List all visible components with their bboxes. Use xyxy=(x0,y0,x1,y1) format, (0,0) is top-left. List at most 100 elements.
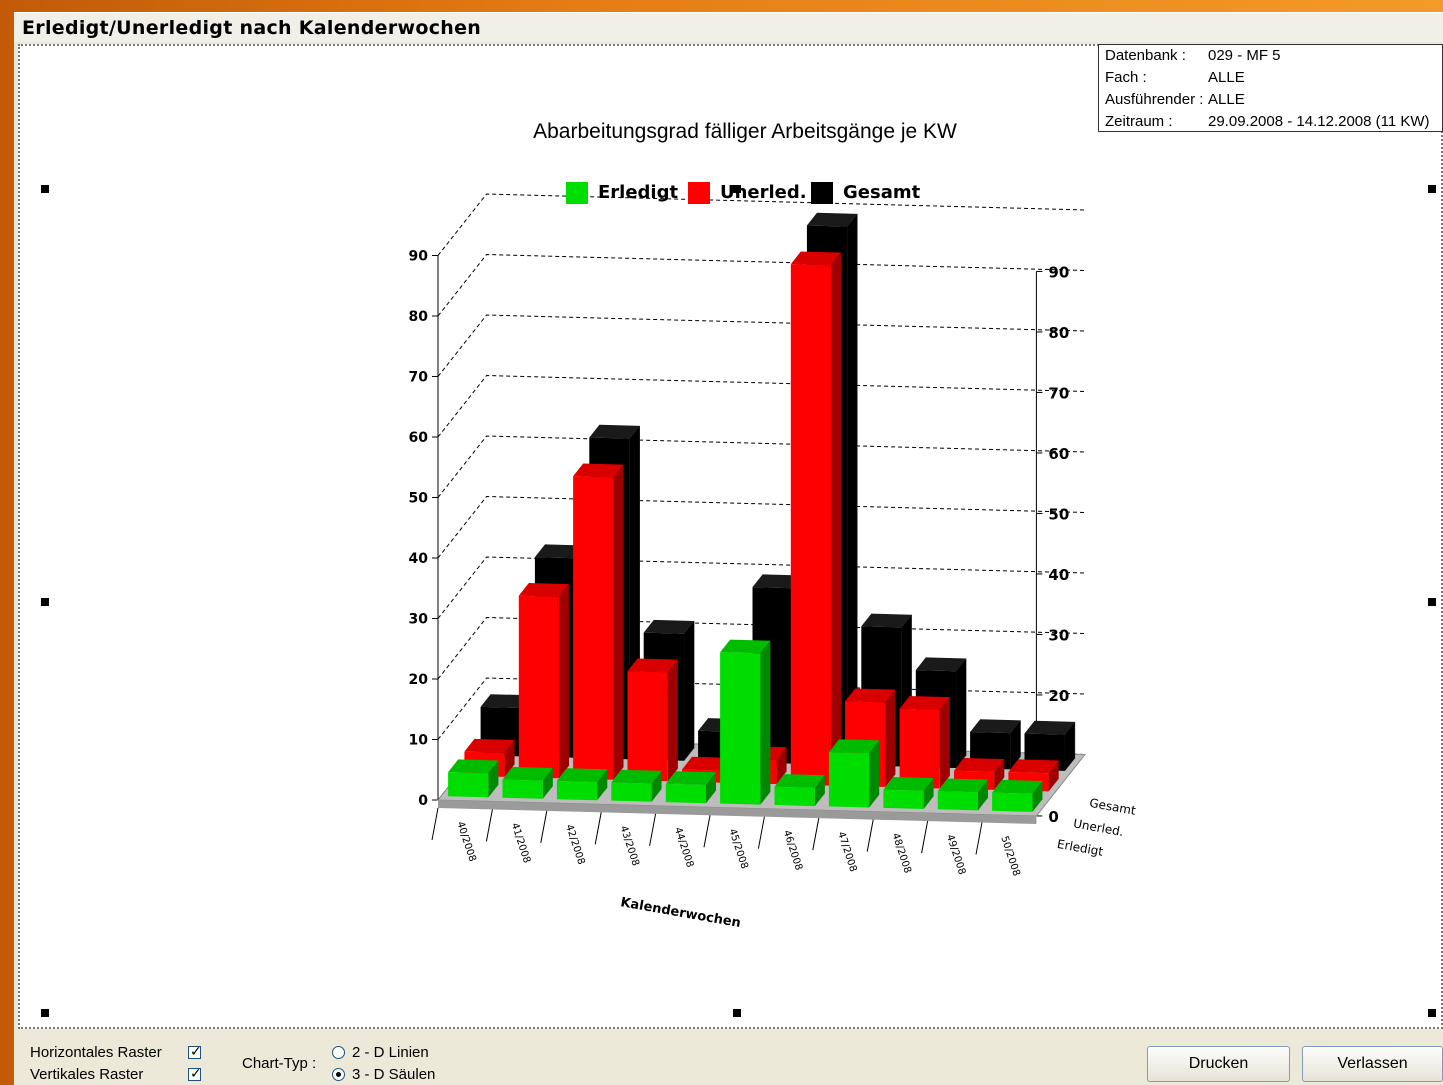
bar-side xyxy=(814,775,825,807)
bar-top xyxy=(970,719,1021,734)
control-bar: Horizontales Raster ✓ Vertikales Raster … xyxy=(14,1032,1443,1085)
chart-3d-bars: 0010102020303040405050606070708080909040… xyxy=(409,193,1137,931)
bar xyxy=(448,772,489,798)
y-tick-label-right: 50 xyxy=(1048,505,1069,523)
bar-side xyxy=(760,640,771,805)
chart-type-radio-2d-lines[interactable] xyxy=(332,1046,345,1059)
info-key: Datenbank : xyxy=(1105,47,1186,64)
resize-handle-tc[interactable] xyxy=(733,185,741,193)
legend-swatch-gesamt xyxy=(811,182,833,204)
bar xyxy=(899,708,940,789)
bar-top xyxy=(828,739,880,754)
bar-top xyxy=(502,766,553,781)
y-tick-label-right: 40 xyxy=(1048,566,1069,584)
info-value: 29.09.2008 - 14.12.2008 (11 KW) xyxy=(1208,113,1430,130)
bar-top xyxy=(589,424,640,439)
bar-top xyxy=(448,759,499,774)
bar-side xyxy=(869,740,880,808)
bar-top xyxy=(992,779,1043,794)
bar-side xyxy=(667,659,678,782)
main-window: 0010102020303040405050606070708080909040… xyxy=(14,42,1443,1085)
y-tick-label-left: 10 xyxy=(409,733,429,749)
depth-label: Gesamt xyxy=(1088,796,1137,818)
bar-side xyxy=(597,769,608,801)
y-tick-label-left: 50 xyxy=(409,491,429,507)
legend-swatch-erledigt xyxy=(566,182,588,204)
bar-side xyxy=(683,620,695,762)
horizontal-grid-label: Horizontales Raster xyxy=(30,1044,162,1061)
bar-side xyxy=(488,760,499,798)
resize-handle-tr[interactable] xyxy=(1428,185,1436,193)
y-tick-label-left: 0 xyxy=(418,793,428,809)
legend-label-unerledigt: Unerled. xyxy=(720,182,807,203)
bar-top xyxy=(573,463,624,478)
bar-top xyxy=(954,758,1005,772)
bar-side xyxy=(651,770,662,802)
check-icon: ✓ xyxy=(190,1065,202,1081)
y-tick-label-right: 70 xyxy=(1048,384,1069,402)
x-tick-label: 47/2008 xyxy=(835,830,858,873)
gridline xyxy=(437,556,1086,619)
gridline xyxy=(437,374,1086,438)
x-tick-label: 50/2008 xyxy=(998,835,1021,878)
info-box: Datenbank : 029 - MF 5 Fach : ALLE Ausfü… xyxy=(1098,44,1443,132)
bar xyxy=(937,791,978,811)
info-key: Zeitraum : xyxy=(1105,113,1173,130)
x-tick-label: 46/2008 xyxy=(781,829,804,872)
y-tick-label-left: 90 xyxy=(409,249,429,265)
info-value: 029 - MF 5 xyxy=(1208,47,1281,64)
resize-handle-mr[interactable] xyxy=(1428,598,1436,606)
x-tick xyxy=(921,820,929,854)
legend-label-gesamt: Gesamt xyxy=(843,182,921,203)
print-button[interactable]: Drucken xyxy=(1147,1046,1290,1082)
bar-side xyxy=(504,740,515,777)
chart-type-label: Chart-Typ : xyxy=(242,1055,317,1072)
bar-top xyxy=(937,778,988,793)
bar xyxy=(774,786,815,807)
bar-top xyxy=(1024,720,1075,735)
x-tick xyxy=(812,818,820,851)
bar-top xyxy=(611,769,662,784)
x-axis-title: Kalenderwochen xyxy=(619,895,742,931)
resize-handle-ml[interactable] xyxy=(41,598,49,606)
resize-handle-tl[interactable] xyxy=(41,185,49,193)
bar-top xyxy=(1008,759,1059,774)
vertical-grid-checkbox[interactable]: ✓ xyxy=(188,1065,202,1081)
bar-top xyxy=(534,544,586,559)
x-tick-label: 44/2008 xyxy=(672,826,695,869)
gridline xyxy=(437,253,1086,317)
x-tick-label: 43/2008 xyxy=(618,825,641,868)
bar-top xyxy=(665,771,716,785)
depth-label: Unerled. xyxy=(1072,816,1125,839)
bar xyxy=(556,781,598,801)
chart-floor-edge xyxy=(438,800,1037,824)
bar-side xyxy=(559,584,569,779)
bar-top xyxy=(790,251,842,266)
y-tick-label-right: 20 xyxy=(1048,687,1069,705)
resize-handle-br[interactable] xyxy=(1428,1009,1436,1017)
resize-handle-bl[interactable] xyxy=(41,1009,49,1017)
bar-top xyxy=(845,688,896,703)
bar-side xyxy=(542,768,553,799)
y-tick-label-left: 20 xyxy=(409,672,429,688)
y-tick-label-right: 0 xyxy=(1048,808,1058,826)
bar-side xyxy=(885,689,896,787)
x-tick xyxy=(649,813,657,846)
bar xyxy=(883,789,924,809)
y-tick-label-left: 40 xyxy=(409,551,429,567)
exit-button[interactable]: Verlassen xyxy=(1302,1046,1443,1082)
info-value: ALLE xyxy=(1208,69,1245,86)
gridline xyxy=(437,435,1086,498)
bar-top xyxy=(464,738,515,753)
chart-type-radio-3d-bars[interactable] xyxy=(332,1068,345,1081)
depth-label: Erledigt xyxy=(1056,837,1105,859)
x-tick-label: 48/2008 xyxy=(890,832,913,875)
bar xyxy=(611,782,652,802)
x-tick-label: 45/2008 xyxy=(726,828,749,871)
resize-handle-bc[interactable] xyxy=(733,1009,741,1017)
bar-top xyxy=(752,574,803,589)
bar-side xyxy=(955,657,967,769)
y-tick-label-left: 60 xyxy=(409,430,429,446)
gridline xyxy=(437,495,1086,559)
horizontal-grid-checkbox[interactable]: ✓ xyxy=(188,1043,202,1059)
